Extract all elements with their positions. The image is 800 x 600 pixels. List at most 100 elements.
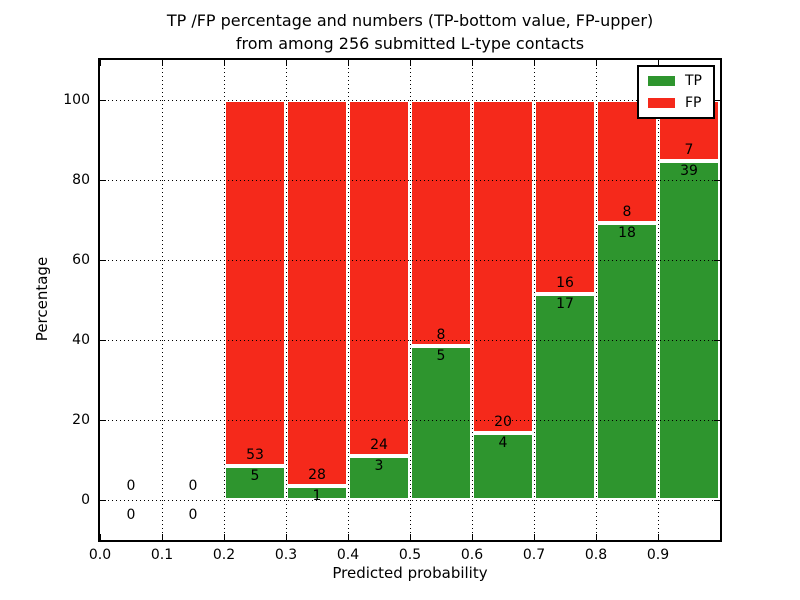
y-tick-label: 60 <box>72 252 90 268</box>
x-tick-mark <box>719 60 721 66</box>
x-tick-mark <box>533 60 535 66</box>
x-tick-mark <box>595 60 597 66</box>
fp-bar-segment <box>534 100 596 294</box>
y-tick-mark <box>714 179 720 181</box>
fp-count-label: 20 <box>494 414 512 431</box>
fp-bar-segment <box>596 100 658 224</box>
fp-count-label: 53 <box>246 446 264 463</box>
x-tick-mark <box>161 60 163 66</box>
tp-count-label: 18 <box>618 225 636 242</box>
x-tick-mark <box>161 534 163 540</box>
y-axis-label: Percentage <box>33 256 51 342</box>
chart-title-line2: from among 256 submitted L-type contacts <box>235 34 585 53</box>
tp-count-label: 3 <box>374 457 384 474</box>
x-tick-label: 0.6 <box>460 547 484 563</box>
fp-count-label: 0 <box>126 478 136 494</box>
x-tick-mark <box>99 534 101 540</box>
legend-item-tp: TP <box>648 74 702 88</box>
v-gridline <box>409 60 411 540</box>
y-tick-mark <box>714 99 720 101</box>
x-tick-label: 0.5 <box>398 547 422 563</box>
tp-legend-label: TP <box>685 73 702 89</box>
tp-bar-segment <box>348 455 410 500</box>
x-tick-mark <box>347 534 349 540</box>
x-tick-mark <box>99 60 101 66</box>
x-tick-mark <box>285 60 287 66</box>
fp-bar-segment <box>410 100 472 347</box>
tp-count-label: 5 <box>250 467 260 484</box>
v-gridline <box>595 60 597 540</box>
fp-legend-label: FP <box>685 95 702 111</box>
fp-count-label: 28 <box>308 467 326 484</box>
fp-count-label: 8 <box>622 204 632 221</box>
tp-bar-segment <box>410 346 472 500</box>
fp-bar-segment <box>348 100 410 456</box>
legend-item-fp: FP <box>648 96 702 110</box>
x-tick-mark <box>533 534 535 540</box>
x-tick-label: 0.8 <box>584 547 608 563</box>
fp-count-label: 7 <box>684 141 694 158</box>
x-tick-mark <box>347 60 349 66</box>
y-tick-mark <box>714 499 720 501</box>
y-tick-mark <box>714 259 720 261</box>
x-tick-label: 0.7 <box>522 547 546 563</box>
y-tick-label: 0 <box>81 492 90 508</box>
tp-bar-segment <box>534 293 596 500</box>
x-axis-label: Predicted probability <box>332 564 488 582</box>
y-tick-mark <box>100 339 106 341</box>
tp-count-label: 1 <box>312 488 322 505</box>
legend: TP FP <box>637 65 715 119</box>
v-gridline <box>223 60 225 540</box>
x-tick-label: 0.2 <box>212 547 236 563</box>
x-tick-label: 0.3 <box>274 547 298 563</box>
x-tick-mark <box>223 60 225 66</box>
fp-count-label: 16 <box>556 274 574 291</box>
fp-bar-segment <box>224 100 286 466</box>
fp-bar-segment <box>286 100 348 487</box>
x-tick-mark <box>657 60 659 66</box>
tp-bar-segment <box>472 433 534 500</box>
x-tick-mark <box>471 534 473 540</box>
x-tick-mark <box>719 534 721 540</box>
tp-count-label: 0 <box>126 507 136 523</box>
v-gridline <box>161 60 163 540</box>
x-tick-mark <box>409 60 411 66</box>
y-tick-mark <box>714 419 720 421</box>
plot-area: TP FP 0 0 0 0 53 5 28 1 24 3 8 5 20 4 16 17 8 18 7 39 <box>98 58 722 542</box>
fp-count-label: 0 <box>188 478 198 494</box>
y-tick-mark <box>100 179 106 181</box>
fp-legend-swatch <box>648 98 675 108</box>
tp-count-label: 4 <box>498 435 508 452</box>
tp-bar-segment <box>224 465 286 500</box>
x-tick-label: 0.4 <box>336 547 360 563</box>
y-tick-label: 40 <box>72 332 90 348</box>
tp-bar-segment <box>286 486 348 500</box>
v-gridline <box>285 60 287 540</box>
y-tick-label: 100 <box>63 92 90 108</box>
v-gridline <box>471 60 473 540</box>
tp-count-label: 5 <box>436 348 446 365</box>
x-tick-mark <box>285 534 287 540</box>
x-tick-mark <box>409 534 411 540</box>
v-gridline <box>347 60 349 540</box>
fp-count-label: 8 <box>436 327 446 344</box>
y-tick-mark <box>100 419 106 421</box>
chart-title-line1: TP /FP percentage and numbers (TP-bottom… <box>166 11 654 30</box>
x-tick-mark <box>657 534 659 540</box>
v-gridline <box>533 60 535 540</box>
tp-count-label: 0 <box>188 507 198 523</box>
tp-count-label: 17 <box>556 295 574 312</box>
y-tick-mark <box>714 339 720 341</box>
y-tick-label: 20 <box>72 412 90 428</box>
tp-bar-segment <box>596 223 658 500</box>
tp-bar-segment <box>658 160 720 500</box>
tp-legend-swatch <box>648 76 675 86</box>
fp-count-label: 24 <box>370 436 388 453</box>
tp-count-label: 39 <box>680 162 698 179</box>
fp-bar-segment <box>472 100 534 434</box>
x-tick-label: 0.9 <box>646 547 670 563</box>
x-tick-mark <box>595 534 597 540</box>
x-tick-label: 0.0 <box>88 547 112 563</box>
y-tick-mark <box>100 259 106 261</box>
